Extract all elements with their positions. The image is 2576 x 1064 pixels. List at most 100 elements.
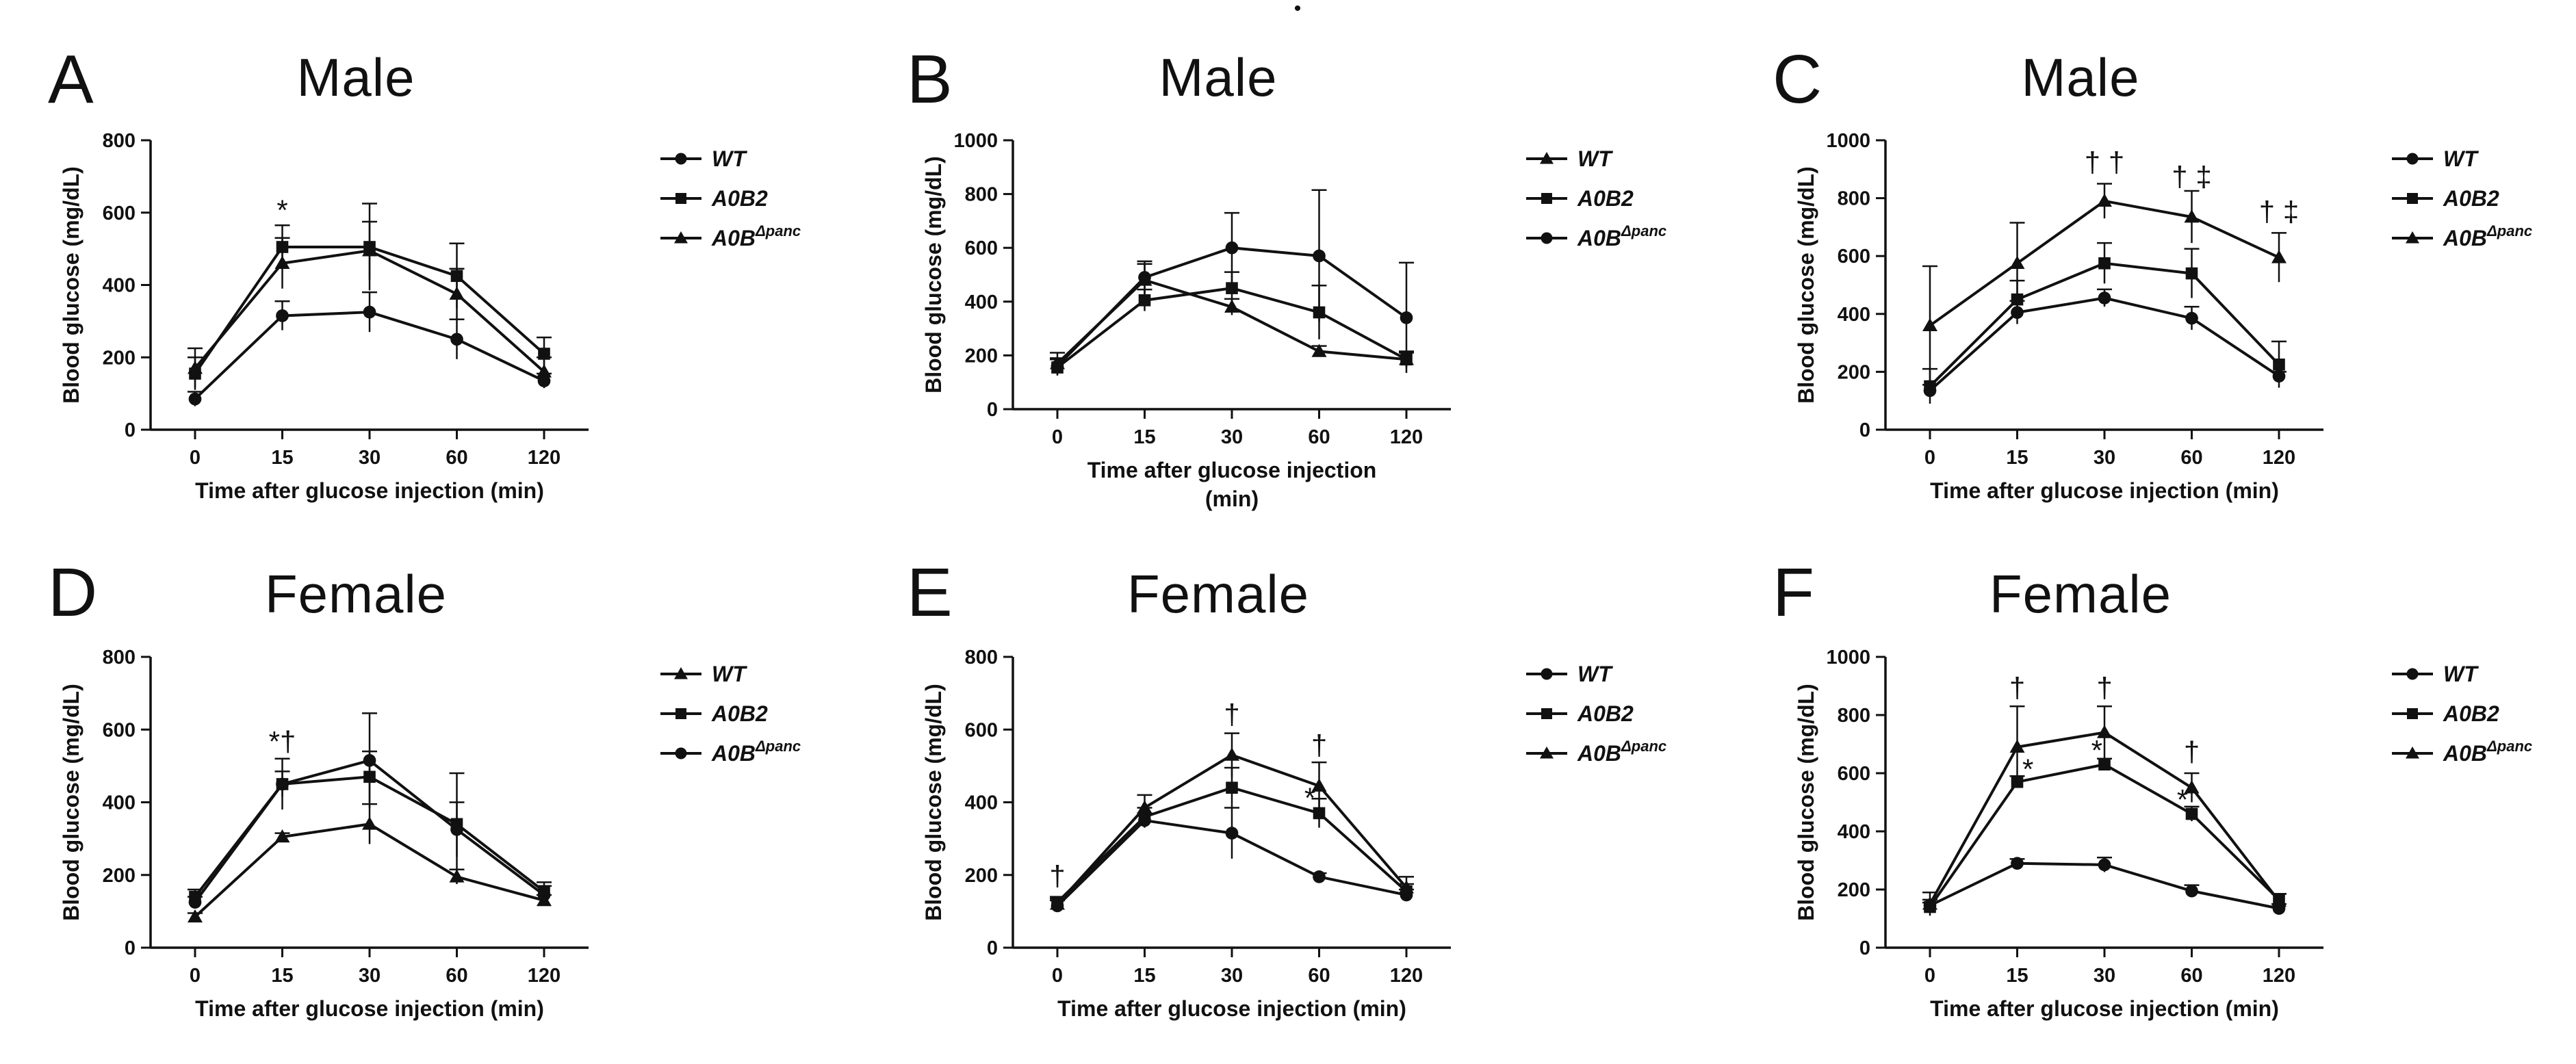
legend-marker: [2406, 231, 2419, 244]
y-tick-label: 0: [987, 937, 998, 959]
data-point: [1313, 249, 1326, 263]
data-point: [449, 286, 465, 300]
data-point: [2009, 739, 2025, 753]
legend-label: WT: [2443, 146, 2479, 171]
data-point: [1225, 827, 1239, 840]
data-point: [2185, 807, 2198, 820]
panel-title: Female: [265, 564, 447, 624]
x-tick-label: 30: [2094, 447, 2115, 469]
legend-entry: WT: [660, 146, 747, 171]
data-point: [1400, 311, 1413, 324]
legend-marker: [2407, 193, 2418, 204]
significance-mark: †: [2096, 672, 2112, 704]
legend-entry: WT: [1526, 662, 1613, 686]
panel-letter: A: [48, 41, 94, 118]
data-point: [188, 392, 202, 406]
data-point: [537, 364, 552, 378]
data-point: [1050, 896, 1065, 910]
x-tick-label: 15: [2006, 447, 2028, 469]
data-point: [2098, 858, 2111, 872]
legend-label: WT: [712, 146, 747, 171]
y-axis-label: Blood glucose (mg/dL): [59, 166, 83, 404]
legend-name: WT: [2443, 146, 2479, 171]
data-point: [1226, 781, 1238, 794]
y-tick-label: 600: [103, 203, 136, 224]
legend-label: A0B2: [711, 186, 768, 211]
data-point: [363, 305, 376, 319]
y-tick-label: 400: [103, 792, 136, 814]
legend-name: WT: [712, 146, 747, 171]
x-tick-label: 120: [1390, 426, 1423, 448]
series-wt: [188, 291, 552, 406]
legend-marker: [675, 747, 687, 760]
panel-title: Male: [296, 47, 415, 107]
legend-superscript: Δpanc: [2486, 222, 2532, 239]
legend-name: A0B: [2443, 226, 2487, 250]
series-a0b: [188, 712, 552, 909]
legend-label: A0BΔpanc: [1577, 738, 1666, 766]
data-point: [1922, 317, 1937, 331]
x-axis-label: (min): [1205, 486, 1259, 511]
legend-entry: A0BΔpanc: [660, 222, 801, 250]
series-line: [1929, 296, 2280, 392]
data-point: [2098, 257, 2111, 270]
data-point: [188, 909, 203, 923]
legend-name: WT: [712, 662, 747, 686]
y-tick-label: 0: [987, 399, 998, 421]
x-tick-label: 60: [2180, 447, 2202, 469]
legend-name: A0B2: [711, 186, 768, 211]
y-tick-label: 0: [1859, 419, 1870, 441]
legend-entry: A0BΔpanc: [1526, 738, 1666, 766]
y-tick-label: 200: [1838, 361, 1870, 383]
panel-a: A Male 0 200 400 600 800 0 15 30 60 120 Blood glucos…: [48, 41, 801, 503]
y-tick-label: 600: [1838, 763, 1870, 785]
data-point: [2271, 894, 2287, 907]
legend-name: A0B: [2443, 741, 2487, 766]
data-point: [1138, 294, 1151, 307]
y-tick-label: 200: [1838, 879, 1870, 901]
legend-label: A0B2: [2443, 186, 2499, 211]
panel-letter: C: [1773, 41, 1822, 118]
data-point: [362, 816, 377, 830]
y-tick-label: 600: [965, 719, 998, 741]
data-point: [2185, 884, 2198, 898]
x-tick-label: 15: [2006, 965, 2028, 987]
x-tick-label: 60: [2180, 965, 2202, 987]
data-point: [1313, 807, 1326, 820]
data-point: [2185, 311, 2198, 325]
significance-mark: †: [1224, 698, 1239, 730]
legend-superscript: Δpanc: [755, 738, 801, 755]
significance-mark: † ‡: [2259, 195, 2299, 227]
y-axis-label: Blood glucose (mg/dL): [1794, 166, 1818, 404]
x-tick-label: 60: [1308, 965, 1330, 987]
legend-label: WT: [2443, 662, 2479, 686]
significance-mark: † †: [2085, 146, 2124, 179]
significance-mark: *: [1304, 781, 1315, 814]
data-point: [1313, 870, 1326, 883]
data-point: [362, 243, 377, 257]
data-point: [2098, 758, 2111, 771]
x-axis-label: Time after glucose injection (min): [1057, 996, 1406, 1021]
x-axis-label: Time after glucose injection (min): [195, 478, 544, 503]
legend-label: A0B2: [2443, 701, 2499, 726]
x-tick-label: 120: [2263, 447, 2295, 469]
legend-marker: [1541, 708, 1552, 719]
data-point: [274, 255, 290, 270]
data-point: [2098, 291, 2111, 304]
x-tick-label: 30: [359, 447, 381, 469]
x-tick-label: 120: [1390, 965, 1423, 987]
data-point: [1225, 241, 1239, 255]
panel-letter: F: [1773, 554, 1814, 631]
panel-letter: E: [907, 554, 953, 631]
legend-marker: [1541, 232, 1553, 244]
y-axis-label: Blood glucose (mg/dL): [921, 684, 946, 921]
y-tick-label: 200: [965, 345, 998, 367]
data-point: [1051, 359, 1064, 373]
panel-f: F Female 0 200 400 600 800 1000 0 15 30 60 120 Blood …: [1773, 554, 2532, 1021]
data-point: [1399, 880, 1414, 894]
y-tick-label: 200: [103, 865, 136, 887]
legend-label: A0B2: [1577, 701, 1634, 726]
significance-mark: *: [2022, 753, 2033, 786]
y-tick-label: 1000: [1826, 647, 1870, 669]
